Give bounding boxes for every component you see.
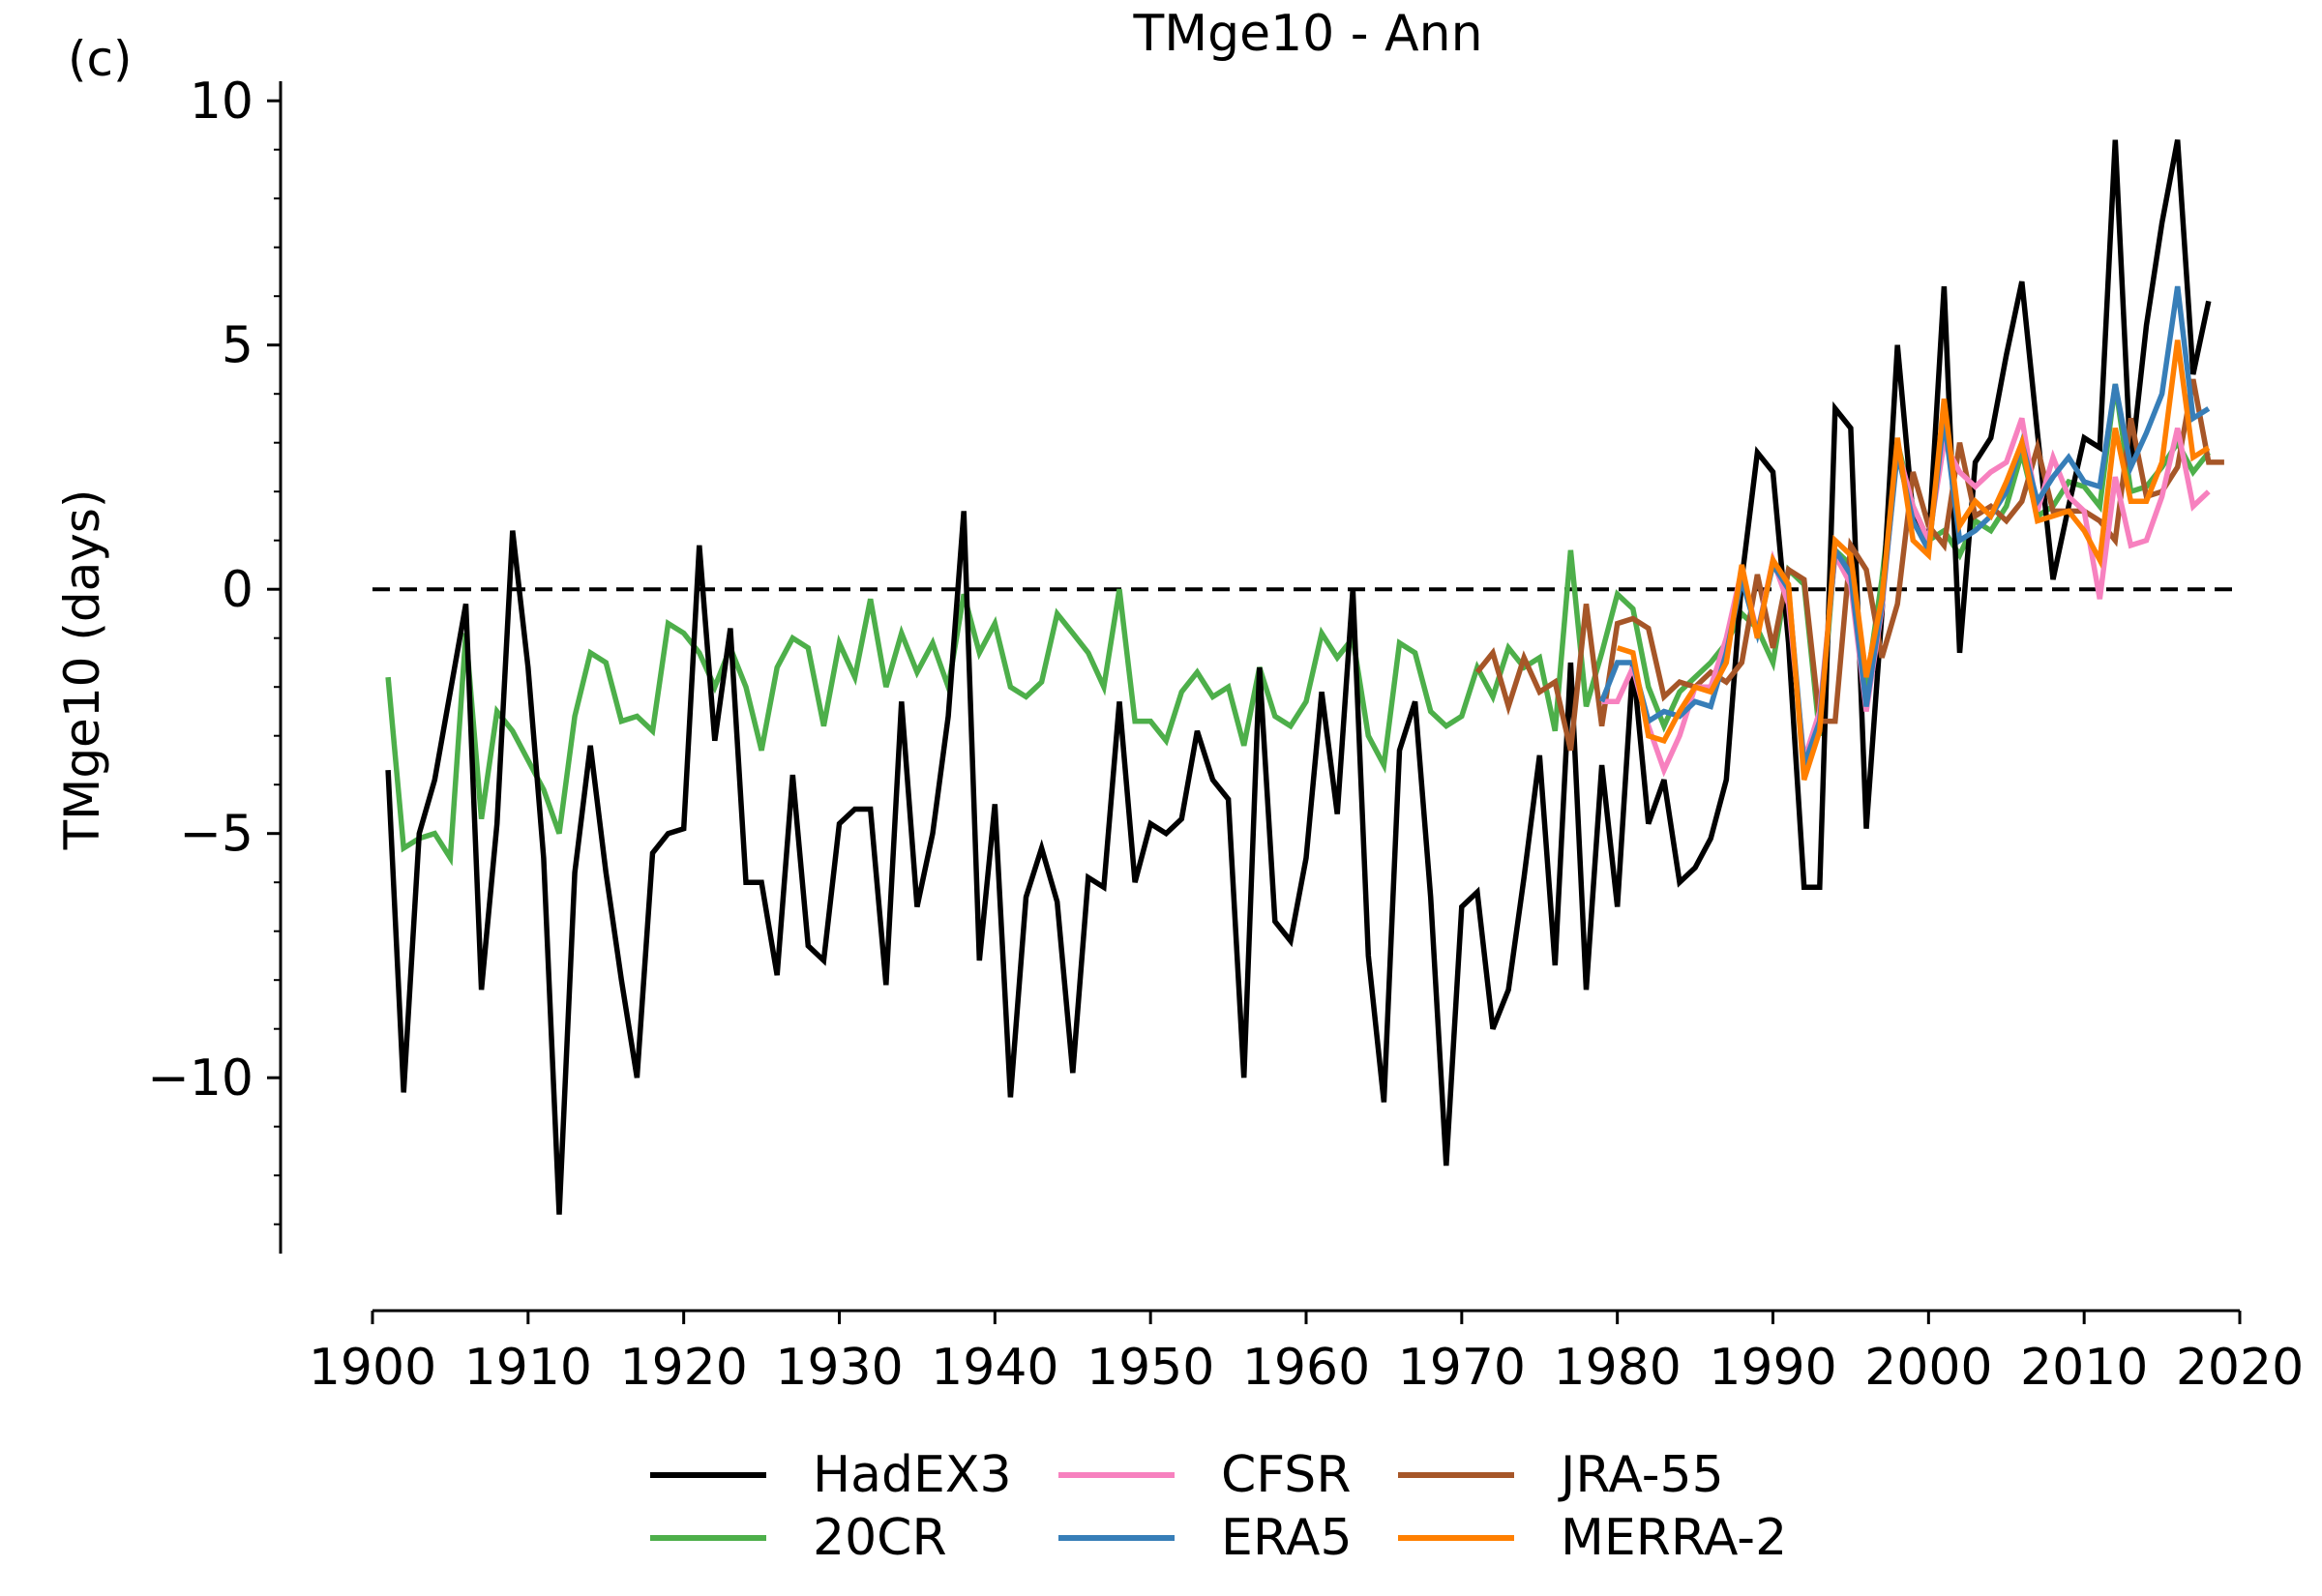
x-tick-label: 2010 xyxy=(2020,1339,2148,1397)
y-tick-label: 0 xyxy=(222,561,253,619)
plot-series xyxy=(385,139,2224,1215)
y-axis-label: TMge10 (days) xyxy=(54,489,110,851)
legend-label: 20CR xyxy=(813,1509,947,1567)
legend-label: CFSR xyxy=(1221,1446,1351,1504)
y-tick-label: −10 xyxy=(147,1049,253,1108)
x-tick-label: 1940 xyxy=(931,1339,1058,1397)
x-tick-label: 1950 xyxy=(1087,1339,1214,1397)
x-tick-label: 1970 xyxy=(1398,1339,1526,1397)
panel-label: (c) xyxy=(68,31,133,87)
x-tick-label: 1920 xyxy=(619,1339,747,1397)
x-axis: 1900 1910 1920 1930 1940 1950 1960 1970 1980 1990… xyxy=(309,1309,2304,1397)
y-tick-label: 5 xyxy=(222,317,253,375)
series-line-merra-2 xyxy=(1616,340,2211,782)
x-tick-label: 2020 xyxy=(2176,1339,2304,1397)
x-tick-label: 1930 xyxy=(775,1339,903,1397)
legend-label: JRA-55 xyxy=(1558,1446,1724,1504)
legend-item-hadex3: HadEX3 xyxy=(650,1446,1012,1504)
x-tick-label: 1980 xyxy=(1553,1339,1681,1397)
x-tick-label: 1900 xyxy=(309,1339,436,1397)
y-tick-label: −5 xyxy=(179,806,253,864)
legend-label: ERA5 xyxy=(1221,1509,1353,1567)
y-axis: −10 −5 0 5 10 xyxy=(147,73,283,1254)
series-line-hadex3 xyxy=(385,139,2212,1215)
x-tick-label: 1990 xyxy=(1709,1339,1836,1397)
legend-label: HadEX3 xyxy=(813,1446,1012,1504)
series-line-cfsr xyxy=(1601,417,2211,778)
legend-label: MERRA-2 xyxy=(1561,1509,1787,1567)
legend-item-jra-55: JRA-55 xyxy=(1398,1446,1724,1504)
legend-item-cfsr: CFSR xyxy=(1058,1446,1351,1504)
x-tick-label: 1910 xyxy=(464,1339,592,1397)
series-line-jra-55 xyxy=(1474,378,2224,752)
legend-item-20cr: 20CR xyxy=(650,1509,947,1567)
y-tick-label: 10 xyxy=(190,73,253,131)
x-tick-label: 1960 xyxy=(1242,1339,1370,1397)
legend-item-merra-2: MERRA-2 xyxy=(1398,1509,1787,1567)
x-tick-label: 2000 xyxy=(1864,1339,1992,1397)
legend-item-era5: ERA5 xyxy=(1058,1509,1353,1567)
chart-title: TMge10 - Ann xyxy=(1132,5,1482,63)
